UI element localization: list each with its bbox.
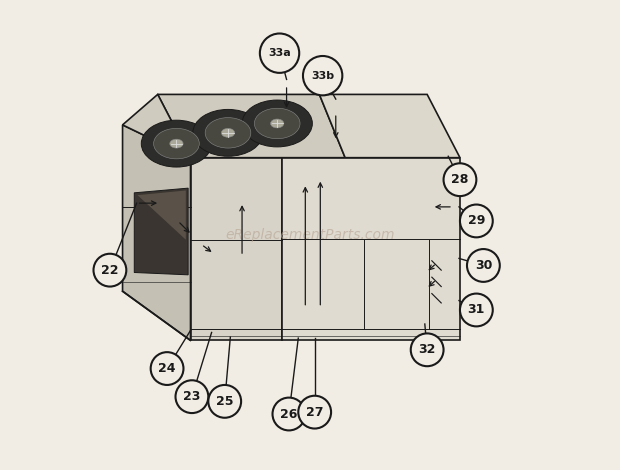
Ellipse shape [141, 120, 211, 167]
Text: 30: 30 [475, 259, 492, 272]
Text: 26: 26 [280, 407, 298, 421]
Ellipse shape [254, 108, 300, 139]
Circle shape [460, 204, 493, 237]
Circle shape [460, 294, 493, 326]
Text: 33a: 33a [268, 48, 291, 58]
Ellipse shape [193, 110, 263, 156]
Text: 28: 28 [451, 173, 469, 186]
Text: 29: 29 [467, 214, 485, 227]
Ellipse shape [221, 128, 235, 137]
Text: 25: 25 [216, 395, 234, 408]
Polygon shape [157, 94, 345, 157]
Polygon shape [319, 94, 460, 157]
Circle shape [208, 385, 241, 418]
Polygon shape [282, 157, 460, 340]
Text: eReplacementParts.com: eReplacementParts.com [225, 228, 395, 242]
Circle shape [411, 333, 443, 366]
Text: 31: 31 [467, 304, 485, 316]
Ellipse shape [154, 128, 199, 159]
Ellipse shape [170, 139, 183, 148]
Text: 24: 24 [158, 362, 176, 375]
Polygon shape [190, 157, 282, 340]
Polygon shape [138, 190, 186, 240]
Circle shape [273, 398, 305, 431]
Circle shape [175, 380, 208, 413]
Circle shape [467, 249, 500, 282]
Circle shape [298, 396, 331, 429]
Ellipse shape [242, 100, 312, 147]
Circle shape [260, 33, 299, 73]
Text: 23: 23 [184, 390, 201, 403]
Circle shape [94, 254, 126, 287]
Polygon shape [123, 94, 190, 157]
Text: 32: 32 [418, 343, 436, 356]
Circle shape [443, 163, 476, 196]
Polygon shape [135, 188, 188, 275]
Polygon shape [123, 125, 190, 340]
Ellipse shape [270, 119, 284, 128]
Text: 22: 22 [101, 264, 118, 277]
Ellipse shape [205, 118, 251, 148]
Text: 33b: 33b [311, 70, 334, 81]
Circle shape [151, 352, 184, 385]
Text: 27: 27 [306, 406, 324, 419]
Circle shape [303, 56, 342, 95]
